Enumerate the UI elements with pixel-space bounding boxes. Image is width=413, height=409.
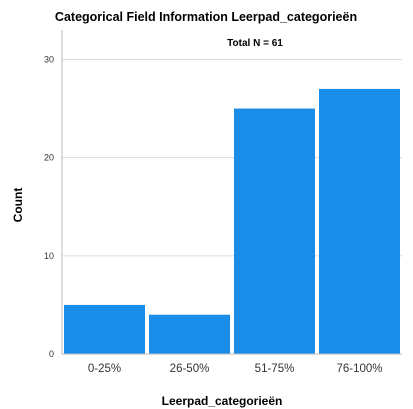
y-tick-label: 20 [44, 153, 54, 163]
chart-title: Categorical Field Information Leerpad_ca… [55, 10, 357, 24]
x-tick-label: 51-75% [255, 363, 295, 375]
bar-26-50% [149, 314, 230, 354]
y-tick-label: 0 [49, 349, 54, 359]
bar-0-25% [64, 304, 145, 354]
y-tick-label: 30 [44, 54, 54, 64]
bars [64, 88, 400, 354]
x-tick-label: 76-100% [336, 363, 382, 375]
x-axis-ticks: 0-25% 26-50% 51-75% 76-100% [88, 363, 383, 375]
x-tick-label: 0-25% [88, 363, 121, 375]
bar-76-100% [319, 88, 400, 354]
y-tick-label: 10 [44, 251, 54, 261]
x-axis-label: Leerpad_categorieën [162, 394, 283, 408]
x-tick-label: 26-50% [170, 363, 210, 375]
total-n-annotation: Total N = 61 [227, 38, 283, 49]
bar-51-75% [234, 108, 315, 354]
y-axis-ticks: 0 10 20 30 [44, 54, 54, 359]
y-axis-label: Count [11, 188, 25, 223]
